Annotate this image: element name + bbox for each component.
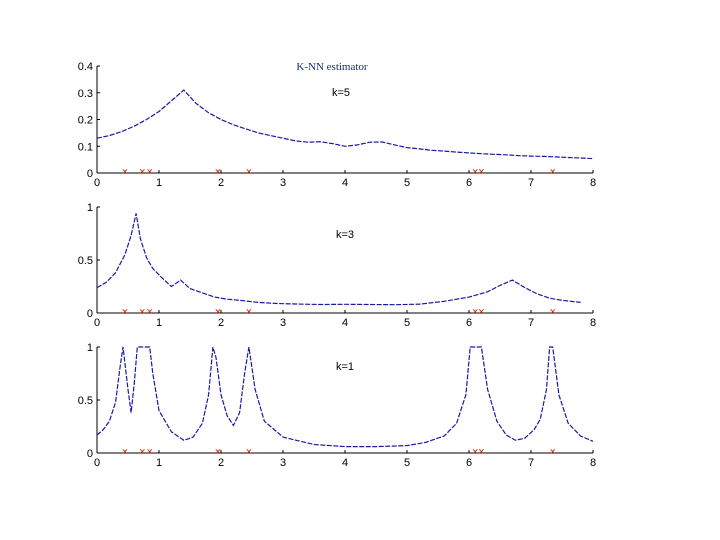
k3-x-tick-label: 5 <box>404 317 410 329</box>
k3-sample-marker <box>550 308 556 315</box>
k3-x-tick-label: 4 <box>342 317 348 329</box>
k1-x-tick-label: 6 <box>466 457 472 469</box>
panel-k3-label: k=3 <box>336 229 354 241</box>
k5-density-curve <box>96 89 594 160</box>
k3-sample-marker <box>472 308 478 315</box>
k3-x-tick-label: 6 <box>466 317 472 329</box>
k1-sample-marker <box>215 448 221 455</box>
k5-sample-marker <box>147 168 153 175</box>
k1-sample-marker <box>246 448 252 455</box>
panel-k1: k=1 0 1 2 3 4 5 6 7 8 0 0.5 1 <box>78 342 596 469</box>
k5-sample-marker <box>215 168 221 175</box>
k1-sample-marker <box>122 448 128 455</box>
k5-x-tick-label: 1 <box>156 177 162 189</box>
k5-y-tick-label: 0.4 <box>78 61 93 73</box>
figure-title: K-NN estimator <box>296 61 368 73</box>
k3-x-tick-label: 8 <box>590 317 596 329</box>
k3-x-tick-label: 7 <box>528 317 534 329</box>
k5-sample-marker <box>550 168 556 175</box>
k5-x-tick-label: 6 <box>466 177 472 189</box>
k1-x-tick-label: 0 <box>94 457 100 469</box>
k1-y-tick-label: 0.5 <box>78 395 93 407</box>
k5-x-tick-label: 3 <box>280 177 286 189</box>
k3-sample-marker <box>147 308 153 315</box>
k5-x-tick-label: 7 <box>528 177 534 189</box>
panel-k3: k=3 0 1 2 3 4 5 6 7 8 0 0.5 1 <box>78 202 596 329</box>
k1-x-tick-label: 8 <box>590 457 596 469</box>
k3-y-tick-label: 0 <box>87 308 93 320</box>
k1-x-tick-label: 2 <box>218 457 224 469</box>
k1-x-tick-label: 5 <box>404 457 410 469</box>
k5-y-tick-label: 0.2 <box>78 115 93 127</box>
k1-x-tick-label: 1 <box>156 457 162 469</box>
k1-sample-marker <box>478 448 484 455</box>
k3-x-tick-label: 0 <box>94 317 100 329</box>
k5-sample-marker <box>478 168 484 175</box>
k5-sample-marker <box>246 168 252 175</box>
k5-x-tick-label: 0 <box>94 177 100 189</box>
k1-y-tick-label: 1 <box>87 342 93 354</box>
k3-density-curve <box>96 213 581 306</box>
k1-y-tick-label: 0 <box>87 448 93 460</box>
k1-sample-marker <box>550 448 556 455</box>
k3-sample-marker <box>122 308 128 315</box>
k5-y-tick-label: 0.3 <box>78 88 93 100</box>
k5-sample-marker <box>472 168 478 175</box>
k1-x-tick-label: 4 <box>342 457 348 469</box>
k3-x-tick-label: 1 <box>156 317 162 329</box>
k3-x-tick-label: 2 <box>218 317 224 329</box>
panel-k5: k=5 0 1 2 3 4 5 6 7 8 0 0.1 0.2 0.3 0.4 <box>78 61 596 189</box>
k1-x-tick-label: 3 <box>280 457 286 469</box>
k3-sample-marker <box>139 308 145 315</box>
k3-sample-marker <box>246 308 252 315</box>
k1-x-tick-label: 7 <box>528 457 534 469</box>
k1-sample-marker <box>472 448 478 455</box>
k5-y-tick-label: 0 <box>87 168 93 180</box>
k5-sample-marker <box>122 168 128 175</box>
k3-x-tick-label: 3 <box>280 317 286 329</box>
k5-x-tick-label: 2 <box>218 177 224 189</box>
k5-x-tick-label: 5 <box>404 177 410 189</box>
panel-k5-label: k=5 <box>332 87 350 99</box>
k1-sample-marker <box>139 448 145 455</box>
k1-sample-marker <box>147 448 153 455</box>
k5-y-tick-label: 0.1 <box>78 141 93 153</box>
k3-y-tick-label: 0.5 <box>78 255 93 267</box>
k3-sample-marker <box>215 308 221 315</box>
k5-sample-marker <box>139 168 145 175</box>
k3-sample-marker <box>478 308 484 315</box>
k5-x-tick-label: 4 <box>342 177 348 189</box>
k3-y-tick-label: 1 <box>87 202 93 214</box>
panel-k1-label: k=1 <box>336 361 354 373</box>
k5-x-tick-label: 8 <box>590 177 596 189</box>
